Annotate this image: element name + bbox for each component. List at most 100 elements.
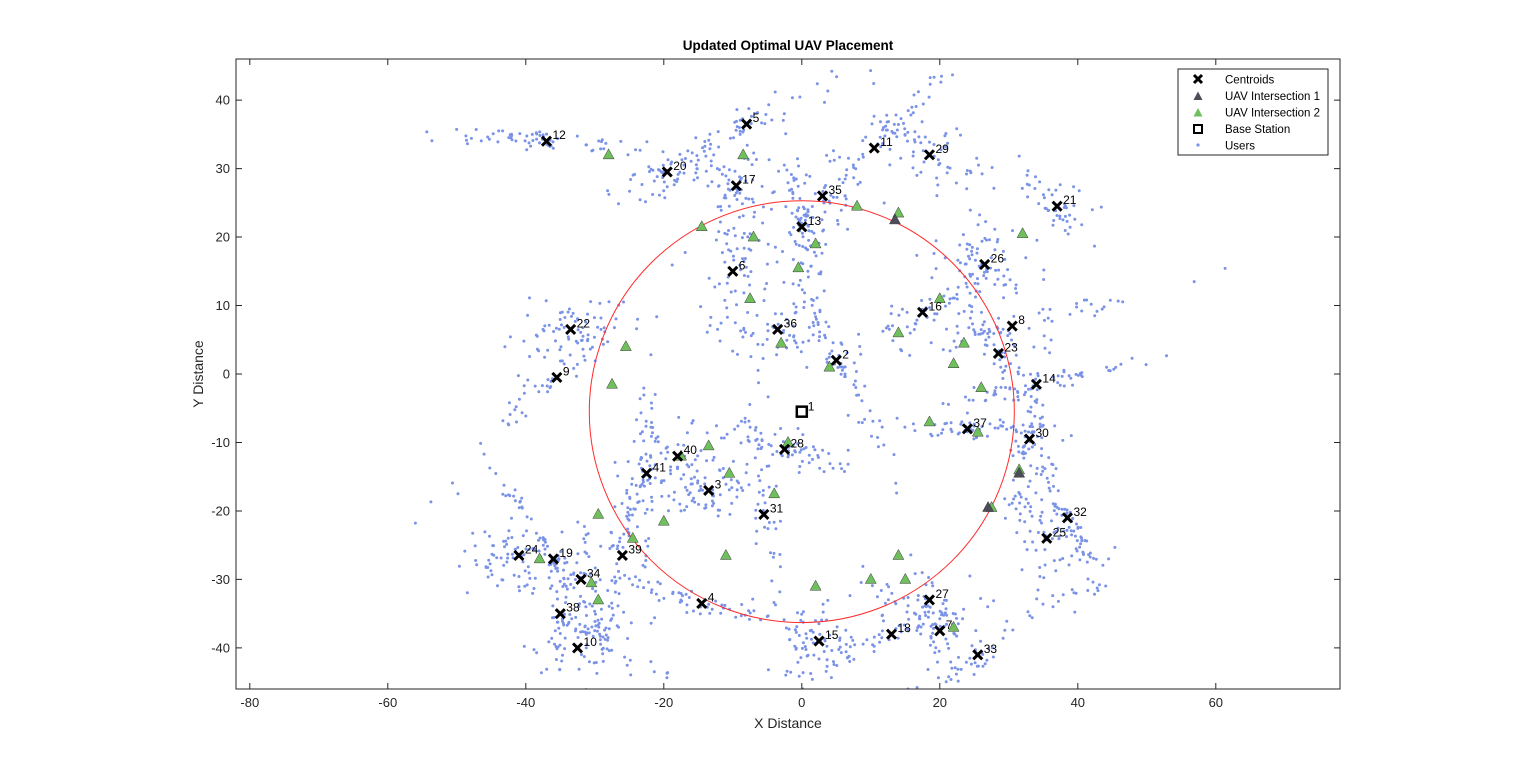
user-point — [640, 430, 644, 434]
user-point — [984, 220, 988, 224]
user-point — [582, 354, 586, 358]
user-point — [818, 632, 822, 636]
user-point — [634, 575, 637, 579]
user-point — [766, 322, 770, 326]
user-point — [975, 156, 979, 160]
centroid-marker — [778, 443, 791, 455]
user-point — [973, 258, 977, 262]
user-point — [534, 531, 538, 535]
user-point — [796, 611, 799, 615]
user-point — [804, 446, 808, 449]
user-point — [658, 582, 662, 586]
user-point — [685, 488, 689, 492]
x-tick-label: -80 — [240, 695, 259, 710]
user-point — [859, 581, 863, 584]
user-point — [951, 296, 955, 300]
user-point — [781, 118, 785, 122]
user-point — [1060, 507, 1064, 511]
user-point — [484, 565, 488, 569]
user-point — [976, 223, 980, 227]
centroid-marker — [796, 221, 808, 233]
user-point — [617, 569, 620, 573]
user-point — [1046, 209, 1050, 213]
user-point — [583, 600, 587, 604]
user-point — [767, 103, 771, 107]
user-point — [707, 602, 711, 606]
user-point — [1080, 223, 1084, 227]
centroid-marker — [813, 635, 825, 647]
user-point — [1068, 312, 1072, 316]
user-point — [913, 572, 917, 576]
user-point — [1051, 474, 1055, 478]
user-point — [791, 196, 795, 200]
user-point — [1031, 540, 1035, 544]
user-point — [649, 660, 653, 664]
centroid-label: 13 — [808, 214, 822, 228]
user-point — [798, 197, 802, 200]
user-point — [1119, 362, 1123, 366]
user-point — [676, 177, 680, 181]
user-point — [909, 113, 913, 117]
user-point — [807, 453, 811, 457]
user-point — [992, 343, 996, 347]
user-point — [881, 329, 885, 333]
user-point — [1050, 537, 1054, 541]
user-point — [710, 499, 714, 503]
user-point — [714, 599, 718, 603]
user-point — [955, 616, 958, 620]
user-point — [741, 489, 745, 492]
user-point — [1105, 365, 1109, 369]
user-point — [693, 458, 697, 462]
user-point — [635, 525, 639, 529]
user-point — [543, 540, 547, 544]
user-point — [1052, 375, 1056, 379]
uav-intersection-2-marker — [533, 552, 546, 564]
user-point — [679, 477, 683, 481]
user-point — [825, 658, 829, 662]
user-point — [794, 646, 798, 650]
user-point — [1067, 374, 1071, 378]
user-point — [1061, 557, 1065, 560]
centroid-marker — [1023, 433, 1036, 445]
user-point — [725, 306, 729, 310]
user-point — [936, 158, 940, 162]
user-point — [506, 556, 510, 560]
user-point — [751, 331, 755, 335]
user-point — [727, 204, 731, 208]
legend-box — [1177, 68, 1329, 156]
user-point — [823, 639, 827, 643]
user-point — [526, 313, 530, 317]
user-point — [644, 424, 648, 428]
user-point — [945, 171, 949, 175]
user-point — [739, 614, 743, 618]
user-point — [897, 624, 901, 628]
user-point — [969, 662, 973, 666]
user-point — [789, 173, 793, 176]
user-point — [774, 603, 777, 607]
centroid-marker — [696, 597, 708, 609]
user-point — [993, 248, 997, 252]
user-point — [665, 445, 669, 449]
user-point — [565, 587, 569, 591]
user-point — [579, 330, 583, 334]
user-point — [582, 655, 586, 659]
centroid-label: 26 — [991, 251, 1005, 265]
user-point — [940, 431, 943, 435]
user-point — [543, 324, 547, 328]
user-point — [510, 132, 513, 136]
user-point — [865, 638, 869, 642]
user-point — [903, 425, 907, 429]
user-point — [854, 167, 858, 171]
user-point — [727, 248, 731, 252]
user-point — [947, 402, 950, 406]
user-point — [750, 197, 754, 201]
user-point — [651, 168, 655, 172]
user-point — [584, 632, 588, 636]
user-point — [822, 470, 826, 474]
user-point — [1041, 403, 1045, 407]
user-point — [863, 417, 867, 421]
centroid-marker — [513, 549, 525, 562]
user-point — [599, 147, 603, 151]
user-point — [752, 111, 756, 115]
user-point — [751, 200, 755, 204]
